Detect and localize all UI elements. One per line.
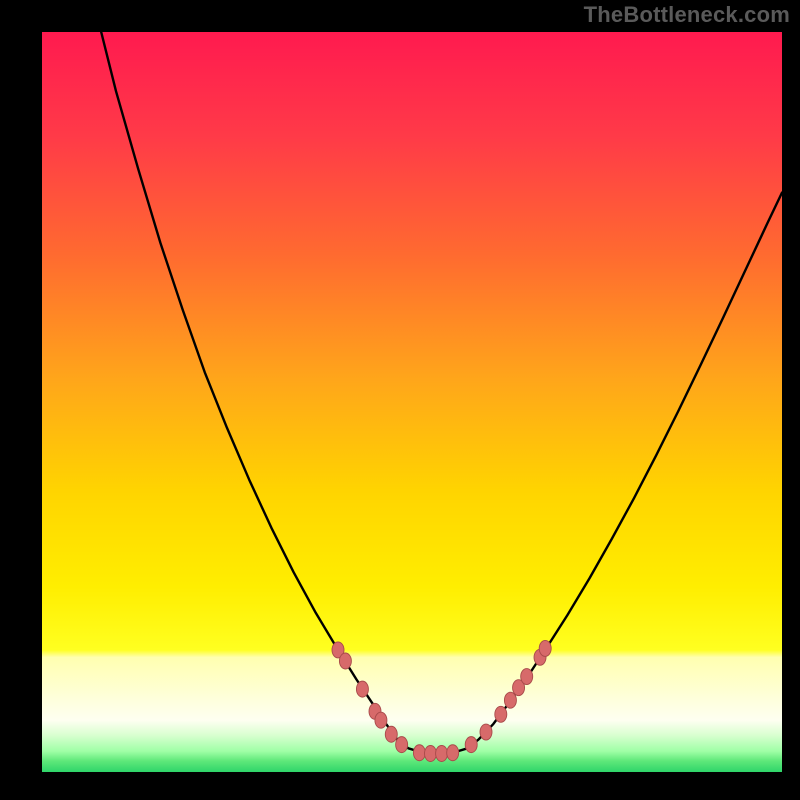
plot-background [42,32,782,772]
curve-marker [539,640,551,656]
curve-marker [413,745,425,761]
chart-frame: TheBottleneck.com [0,0,800,800]
curve-marker [504,692,516,708]
curve-marker [375,712,387,728]
curve-marker [480,724,492,740]
curve-marker [356,681,368,697]
plot-area [42,32,782,772]
curve-marker [396,737,408,753]
watermark-label: TheBottleneck.com [584,2,790,28]
curve-marker [385,726,397,742]
curve-marker [339,653,351,669]
curve-marker [447,745,459,761]
curve-marker [521,669,533,685]
plot-svg [42,32,782,772]
curve-marker [425,746,437,762]
curve-marker [436,746,448,762]
curve-marker [495,706,507,722]
curve-marker [465,737,477,753]
